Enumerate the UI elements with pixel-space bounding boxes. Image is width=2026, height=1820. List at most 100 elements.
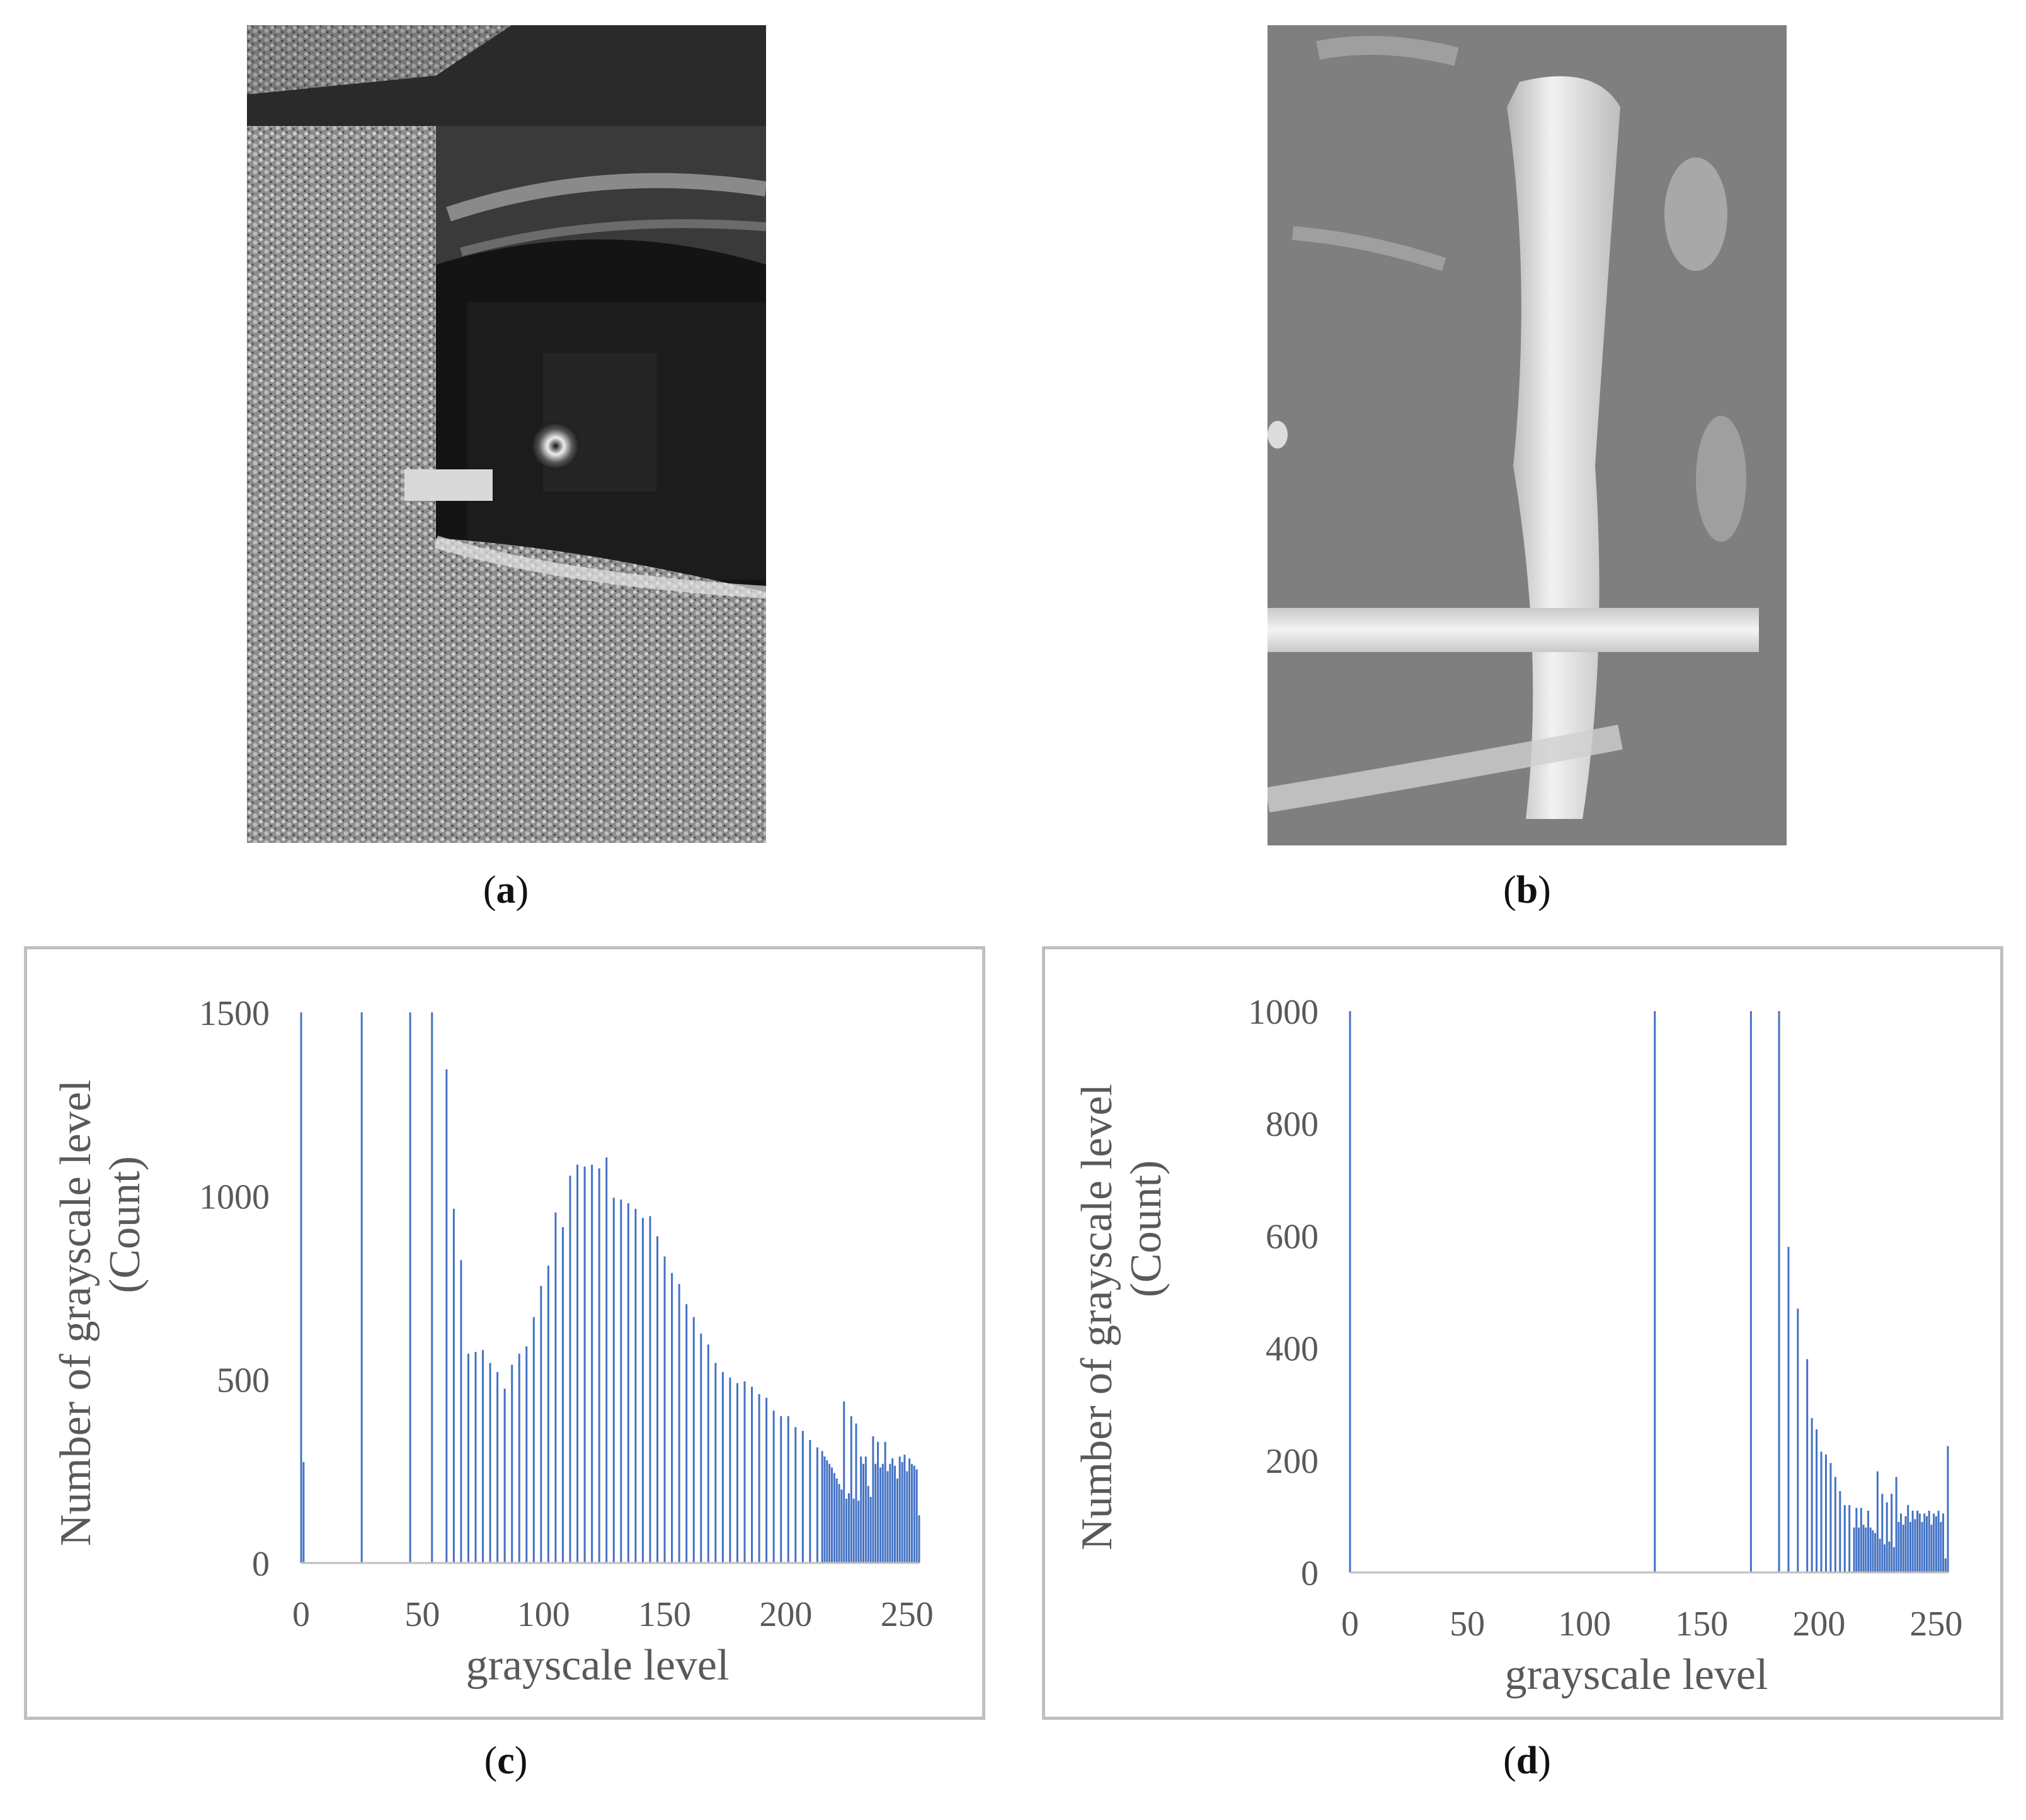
y-axis-title-line1: Number of grayscale level: [52, 1080, 100, 1547]
x-tick-label: 100: [517, 1595, 570, 1634]
histogram-bar: [758, 1394, 760, 1563]
histogram-bar: [663, 1256, 666, 1563]
histogram-bar: [1811, 1417, 1813, 1572]
histogram-bar: [1904, 1516, 1907, 1572]
caption-a: (a): [483, 869, 529, 912]
histogram-bar: [835, 1478, 838, 1563]
histogram-bar: [906, 1471, 908, 1563]
histogram-bar: [532, 1317, 535, 1563]
histogram-bar: [1848, 1505, 1851, 1572]
histogram-bar: [801, 1431, 804, 1563]
histogram-bar: [678, 1284, 680, 1563]
histogram-bar: [1914, 1519, 1916, 1572]
histogram-bar: [518, 1353, 520, 1563]
histogram-bar: [1824, 1454, 1827, 1572]
histogram-bar: [554, 1212, 557, 1563]
x-tick-label: 150: [1675, 1605, 1728, 1644]
histogram-bar: [1869, 1527, 1872, 1572]
histogram-bar: [1874, 1533, 1877, 1572]
histogram-bar: [1855, 1508, 1858, 1572]
y-tick-label: 500: [217, 1361, 270, 1400]
histogram-bar: [627, 1203, 629, 1563]
histogram-bar: [1876, 1471, 1879, 1572]
histogram-bar: [879, 1467, 881, 1563]
histogram-bar: [1897, 1521, 1900, 1572]
histogram-bar: [860, 1457, 862, 1563]
histogram-bar: [721, 1372, 724, 1563]
histogram-bar: [1907, 1505, 1909, 1572]
histogram-bar: [872, 1436, 874, 1563]
histogram-bar: [1892, 1547, 1895, 1572]
image-a-drawing: [247, 25, 766, 843]
histogram-bar: [862, 1463, 865, 1563]
histogram-bar: [794, 1427, 797, 1563]
histogram-bar: [656, 1236, 659, 1563]
histogram-bar: [496, 1372, 499, 1563]
histogram-bar: [1886, 1502, 1888, 1572]
histogram-bar: [1839, 1491, 1841, 1572]
x-axis-title: grayscale level: [1505, 1651, 1768, 1699]
histogram-bar: [1930, 1525, 1933, 1572]
caption-d: (d): [1503, 1739, 1551, 1782]
histogram-bar: [1867, 1510, 1869, 1572]
histogram-bar: [1891, 1494, 1893, 1572]
histogram-bar: [1935, 1516, 1937, 1572]
y-tick-label: 800: [1266, 1105, 1319, 1144]
chart-c-panel: 0 50 100 150 200 250 0 500 1000 1500 grayscale lev…: [24, 946, 985, 1720]
x-tick-label: 50: [1450, 1605, 1485, 1644]
y-tick-label: 0: [1301, 1554, 1319, 1593]
histogram-bar: [1797, 1308, 1799, 1572]
y-tick-label: 1000: [199, 1177, 270, 1216]
histogram-bar: [1749, 1011, 1752, 1572]
histogram-bar: [855, 1423, 857, 1563]
y-tick-label: 0: [252, 1545, 270, 1584]
histogram-bar: [780, 1416, 782, 1563]
histogram-bar: [823, 1457, 826, 1563]
histogram-bar: [1944, 1558, 1947, 1572]
histogram-bar: [736, 1383, 738, 1563]
histogram-bar: [1816, 1429, 1818, 1572]
chart-c: 0 50 100 150 200 250 0 500 1000 1500 grayscale lev…: [52, 994, 934, 1690]
histogram-bar: [1937, 1510, 1940, 1572]
histogram-bar: [598, 1168, 600, 1563]
histogram-bar: [1928, 1510, 1930, 1572]
histogram-bar: [884, 1441, 886, 1563]
histogram-bar: [591, 1164, 593, 1563]
caption-c: (c): [484, 1739, 528, 1782]
histogram-bar: [840, 1489, 843, 1563]
y-axis-title-line2: (Count): [1122, 1160, 1170, 1298]
histogram-bar: [901, 1462, 903, 1563]
histogram-bar: [1888, 1541, 1891, 1572]
histogram-bar: [816, 1447, 818, 1563]
x-tick-label: 150: [638, 1595, 691, 1634]
x-tick-label: 100: [1558, 1605, 1611, 1644]
x-tick-label: 200: [1792, 1605, 1845, 1644]
histogram-bar: [700, 1333, 702, 1563]
histogram-bar: [751, 1387, 753, 1563]
histogram-bar: [1858, 1527, 1860, 1572]
histogram-bar: [864, 1457, 867, 1563]
histogram-bar: [1916, 1510, 1919, 1572]
histogram-bar: [1947, 1446, 1949, 1572]
histogram-bar: [1933, 1513, 1935, 1572]
histogram-bar: [896, 1478, 898, 1563]
histogram-bar: [787, 1416, 789, 1563]
histogram-bar: [685, 1304, 688, 1563]
histogram-bar: [889, 1463, 891, 1563]
histogram-bar: [1860, 1508, 1862, 1572]
histogram-bar: [1834, 1477, 1836, 1572]
histogram-bar: [1940, 1521, 1942, 1572]
histogram-bar: [431, 1012, 433, 1563]
histogram-bar: [857, 1500, 860, 1563]
x-tick-label: 200: [759, 1595, 812, 1634]
histogram-bar: [1923, 1513, 1926, 1572]
image-a: [247, 25, 766, 843]
histogram-bar: [1942, 1513, 1945, 1572]
histogram-bar: [838, 1484, 840, 1563]
histogram-bar: [302, 1462, 305, 1563]
histogram-bar: [569, 1176, 571, 1563]
histogram-bar: [360, 1012, 363, 1563]
histogram-bar: [482, 1350, 484, 1563]
y-axis-title-line2: (Count): [101, 1156, 149, 1293]
histogram-bar: [1900, 1513, 1903, 1572]
